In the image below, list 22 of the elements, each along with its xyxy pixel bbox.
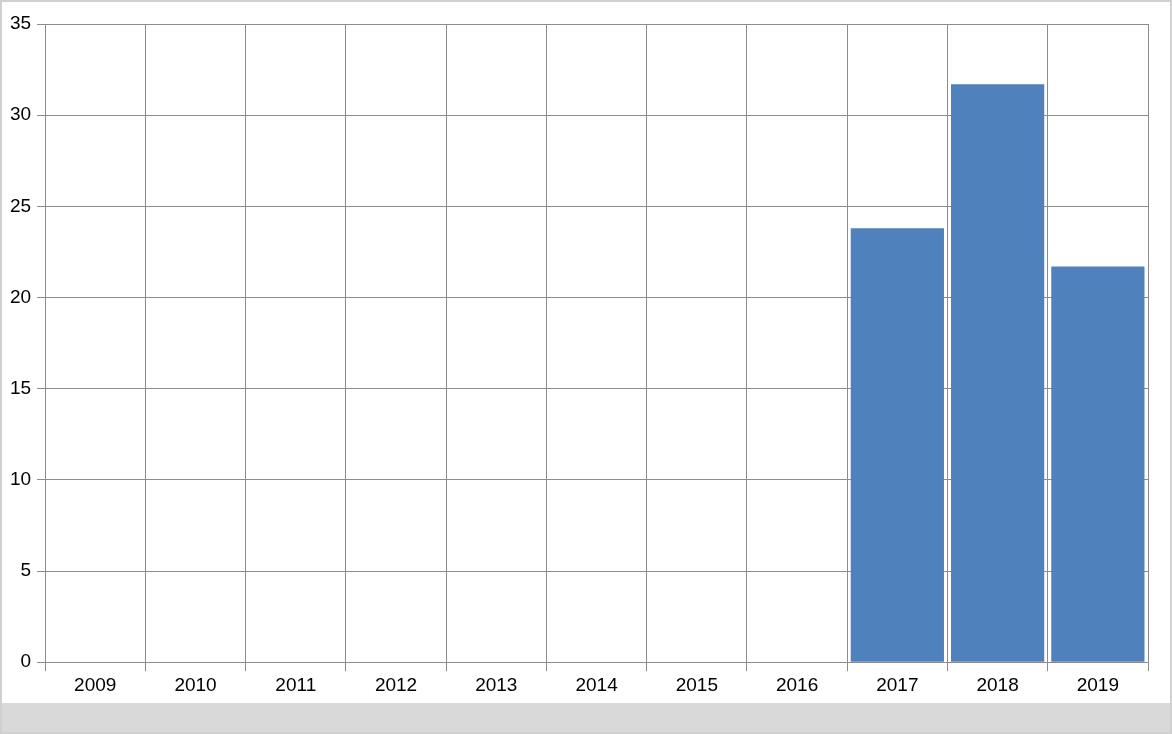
y-tick-label: 5 [20,559,32,581]
x-tick-label: 2017 [876,673,919,695]
bar [950,84,1045,662]
x-tick-label: 2010 [174,673,217,695]
y-tick-label: 0 [20,650,32,672]
x-tick-label: 2011 [275,673,317,695]
x-tick-label: 2016 [775,673,819,695]
bar [850,228,944,662]
x-tick-label: 2019 [1076,673,1120,695]
x-tick-label: 2018 [976,673,1019,695]
x-tick-label: 2012 [374,673,418,695]
bar [1051,266,1145,662]
y-tick-label: 35 [9,12,32,34]
y-tick-label: 25 [9,194,32,216]
y-tick-label: 10 [9,468,32,490]
y-tick-label: 20 [9,285,32,307]
x-tick-label: 2015 [675,673,718,695]
y-tick-label: 15 [9,376,32,398]
x-tick-label: 2009 [74,673,117,695]
y-tick-label: 30 [9,103,32,125]
x-tick-label: 2014 [575,673,619,695]
x-tick-label: 2013 [475,673,518,695]
